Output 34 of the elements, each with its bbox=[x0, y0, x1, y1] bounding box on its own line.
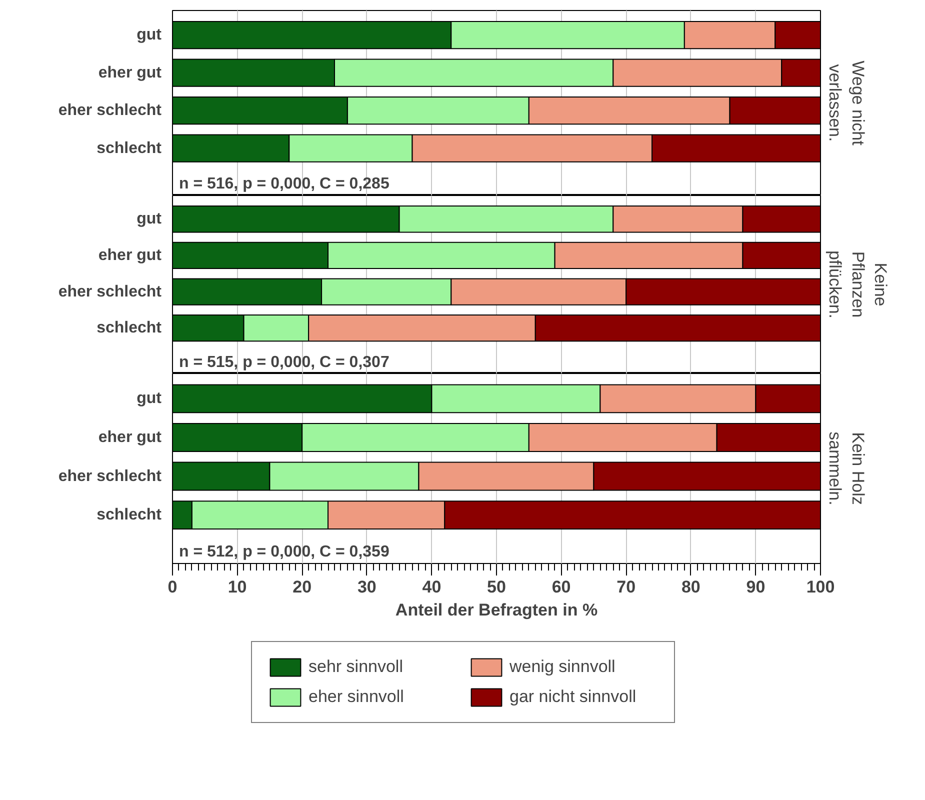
y-tick-label: eher gut bbox=[98, 246, 162, 264]
y-tick-label: schlecht bbox=[96, 320, 162, 337]
x-tick-label: 60 bbox=[552, 578, 571, 596]
y-tick-label: eher gut bbox=[98, 64, 162, 82]
x-tick-label: 30 bbox=[357, 578, 376, 596]
x-tick-label: 10 bbox=[228, 578, 247, 596]
y-tick-label: eher gut bbox=[98, 428, 162, 446]
x-tick-label: 100 bbox=[806, 578, 835, 596]
annotation: n = 512, p = 0,000, C = 0,359 bbox=[178, 543, 390, 560]
y2-axis-title: Wege nicht verlassen. bbox=[826, 60, 868, 146]
legend-label: wenig sinnvoll bbox=[510, 657, 616, 677]
x-tick-label: 40 bbox=[422, 578, 442, 596]
y2-axis-title: Keine Pflanzen pflücken. bbox=[826, 250, 890, 319]
x-tick-label: 80 bbox=[681, 578, 700, 596]
x-tick-label: 20 bbox=[292, 578, 312, 596]
y-tick-label: schlecht bbox=[96, 506, 162, 524]
y-tick-label: gut bbox=[136, 210, 162, 228]
annotation: n = 515, p = 0,000, C = 0,307 bbox=[178, 354, 390, 372]
x-tick-label: 0 bbox=[168, 578, 178, 596]
x-tick-label: 50 bbox=[487, 578, 506, 596]
y-tick-label: gut bbox=[136, 26, 162, 44]
x-tick-label: 70 bbox=[616, 578, 636, 596]
y-tick-label: eher schlecht bbox=[58, 283, 162, 300]
annotation: n = 516, p = 0,000, C = 0,285 bbox=[178, 176, 390, 193]
y-tick-label: eher schlecht bbox=[58, 468, 162, 485]
y-tick-label: schlecht bbox=[96, 140, 162, 157]
x-tick-label: 90 bbox=[746, 578, 766, 596]
legend-label: gar nicht sinnvoll bbox=[510, 687, 638, 707]
y-tick-label: eher schlecht bbox=[58, 102, 162, 120]
legend-label: eher sinnvoll bbox=[308, 687, 405, 707]
x-axis-title: Anteil der Befragten in % bbox=[395, 600, 598, 620]
y-tick-label: gut bbox=[136, 390, 162, 408]
y2-axis-title: Kein Holz sammeln. bbox=[826, 432, 868, 506]
legend-label: sehr sinnvoll bbox=[308, 657, 404, 677]
